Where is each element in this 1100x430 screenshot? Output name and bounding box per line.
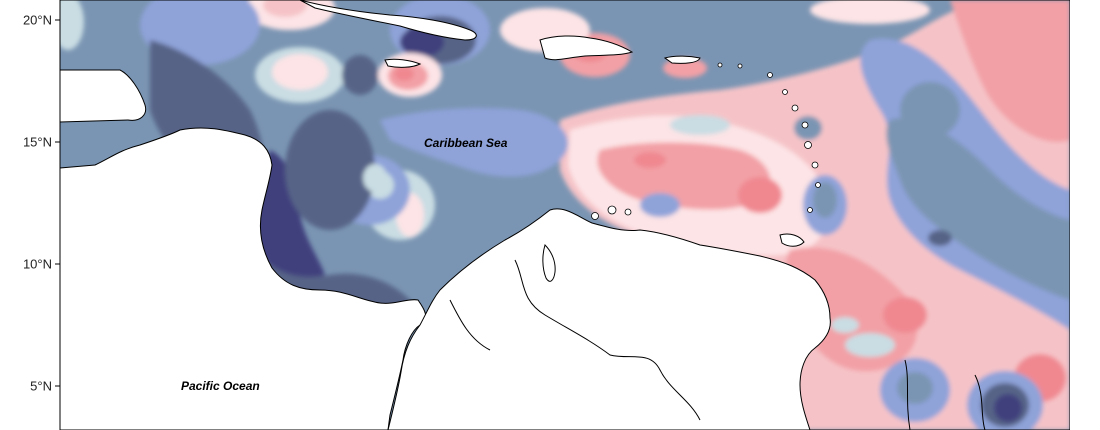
contour-nw-slate [342,55,378,95]
maracaibo-coast [542,244,556,282]
island [801,121,809,129]
puerto-rico-land [663,55,701,64]
island [591,212,599,220]
island [807,207,813,213]
island [782,89,788,95]
yucatan-land [59,69,147,123]
island [767,72,773,78]
contour-se-navy [994,394,1022,422]
y-tick-label-5n: 5°N [30,379,52,394]
suriname-border [904,359,911,430]
cuba-land [299,0,477,41]
contour-n-salmon [394,67,414,81]
right-margin [1070,0,1100,430]
contour-mid-blue-band [380,108,568,177]
contour-layers [60,0,1070,430]
contour-nw-blue [60,0,84,50]
island [607,205,617,215]
y-axis: 20°N 15°N 10°N 5°N [23,13,60,394]
contour-n-cyan3 [810,0,930,24]
contour-east-blue-knot2 [928,230,952,246]
contour-salmon-5 [883,297,927,333]
contour-west-navy [256,150,325,277]
contour-mid-blue4 [794,116,822,140]
island [791,104,799,112]
caribbean-sea-label: Caribbean Sea [424,136,508,150]
y-tick-label-20n: 20°N [23,13,52,28]
land-layer [59,0,986,430]
pacific-ocean-label: Pacific Ocean [181,379,260,393]
venezuela-inland [514,259,701,421]
island [737,63,743,69]
jamaica-land [384,58,422,68]
y-tick-label-15n: 15°N [23,135,52,150]
south-america-land [387,208,831,430]
contour-salmon-2 [738,177,782,213]
contour-mid-blue2 [813,182,837,218]
y-tick-label-10n: 10°N [23,257,52,272]
guyana-border [974,374,986,430]
contour-west-slate [150,40,420,320]
contour-mid-blue5 [670,115,730,135]
contour-n-pink [263,0,307,17]
contour-mid-blue3 [640,193,680,217]
colombia-inland [449,299,491,351]
contour-salmon-1 [634,152,666,168]
island [811,161,819,169]
contour-se-cyan2 [831,317,859,333]
island-chain [591,62,821,220]
contour-se-cyan [845,333,895,357]
contour-west-cyan [363,164,387,192]
contour-east-slate [886,118,1070,300]
contour-west-slate2 [285,110,375,230]
island [717,62,723,68]
island [804,141,812,149]
trinidad-land [779,233,805,247]
contour-east-blue-knot [900,82,960,138]
contour-far-east [950,0,1070,142]
island [624,208,632,216]
contour-se-blue2 [897,372,933,404]
contour-n-verylight2 [272,54,328,90]
island [815,182,821,188]
central-america-land [59,127,427,430]
hispaniola-land [539,35,634,61]
